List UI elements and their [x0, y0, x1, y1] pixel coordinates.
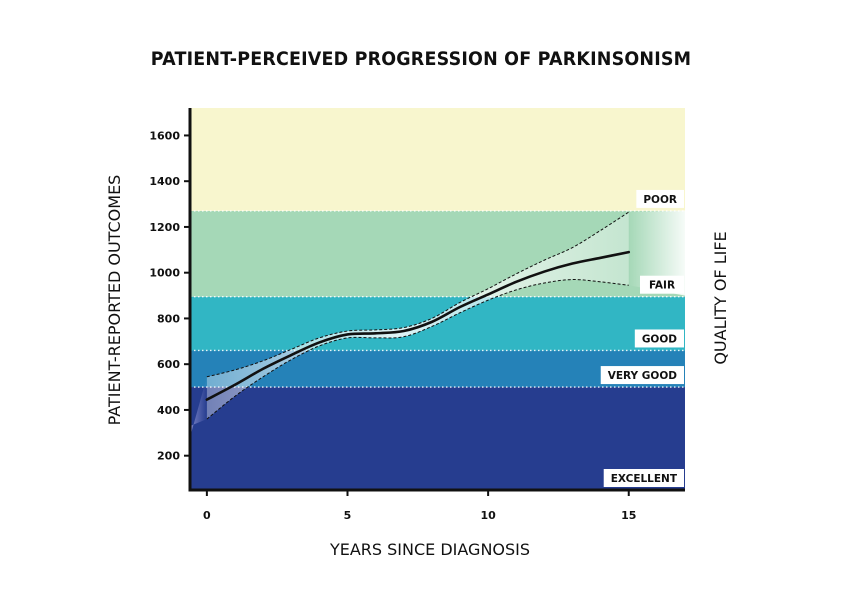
y-tick-label: 1200 — [149, 221, 180, 234]
y-tick-label: 1400 — [149, 175, 180, 188]
upper-bound-line — [206, 211, 630, 378]
x-tick-label: 15 — [621, 509, 636, 522]
band-label-box — [600, 366, 684, 385]
y-tick-label: 1000 — [149, 267, 180, 280]
x-tick-label: 0 — [203, 509, 211, 522]
y-tick-label: 600 — [157, 358, 180, 371]
band-label-text: POOR — [643, 194, 677, 206]
band-label-good: GOOD — [634, 329, 684, 348]
y-tick-label: 200 — [157, 450, 180, 463]
band-label-box — [636, 189, 684, 208]
band-excellent — [190, 387, 685, 490]
band-label-box — [603, 469, 684, 487]
x-axis-label: YEARS SINCE DIAGNOSIS — [329, 540, 530, 559]
band-label-excellent: EXCELLENT — [603, 469, 684, 487]
chart-title: PATIENT-PERCEIVED PROGRESSION OF PARKINS… — [150, 48, 692, 70]
band-poor — [190, 108, 685, 211]
end-fan — [628, 210, 685, 296]
band-label-poor: POOR — [636, 189, 684, 208]
y-axis-label: PATIENT-REPORTED OUTCOMES — [105, 175, 124, 426]
band-label-box — [634, 329, 684, 348]
start-fan — [190, 376, 207, 438]
x-tick-label: 5 — [344, 509, 352, 522]
y-tick-label: 1600 — [149, 129, 180, 142]
band-label-text: FAIR — [649, 280, 675, 292]
quality-of-life-label: QUALITY OF LIFE — [711, 231, 730, 364]
lower-bound-line — [206, 279, 629, 420]
band-label-text: EXCELLENT — [611, 473, 678, 485]
y-tick-label: 800 — [157, 312, 180, 325]
x-tick-label: 10 — [480, 509, 496, 522]
mean-line — [205, 250, 631, 401]
band-label-fair: FAIR — [640, 275, 684, 294]
band-label-box — [640, 275, 684, 294]
band-label-very-good: VERY GOOD — [600, 366, 684, 385]
y-tick-label: 400 — [157, 404, 180, 417]
band-label-text: GOOD — [642, 333, 677, 345]
band-label-text: VERY GOOD — [608, 370, 678, 382]
